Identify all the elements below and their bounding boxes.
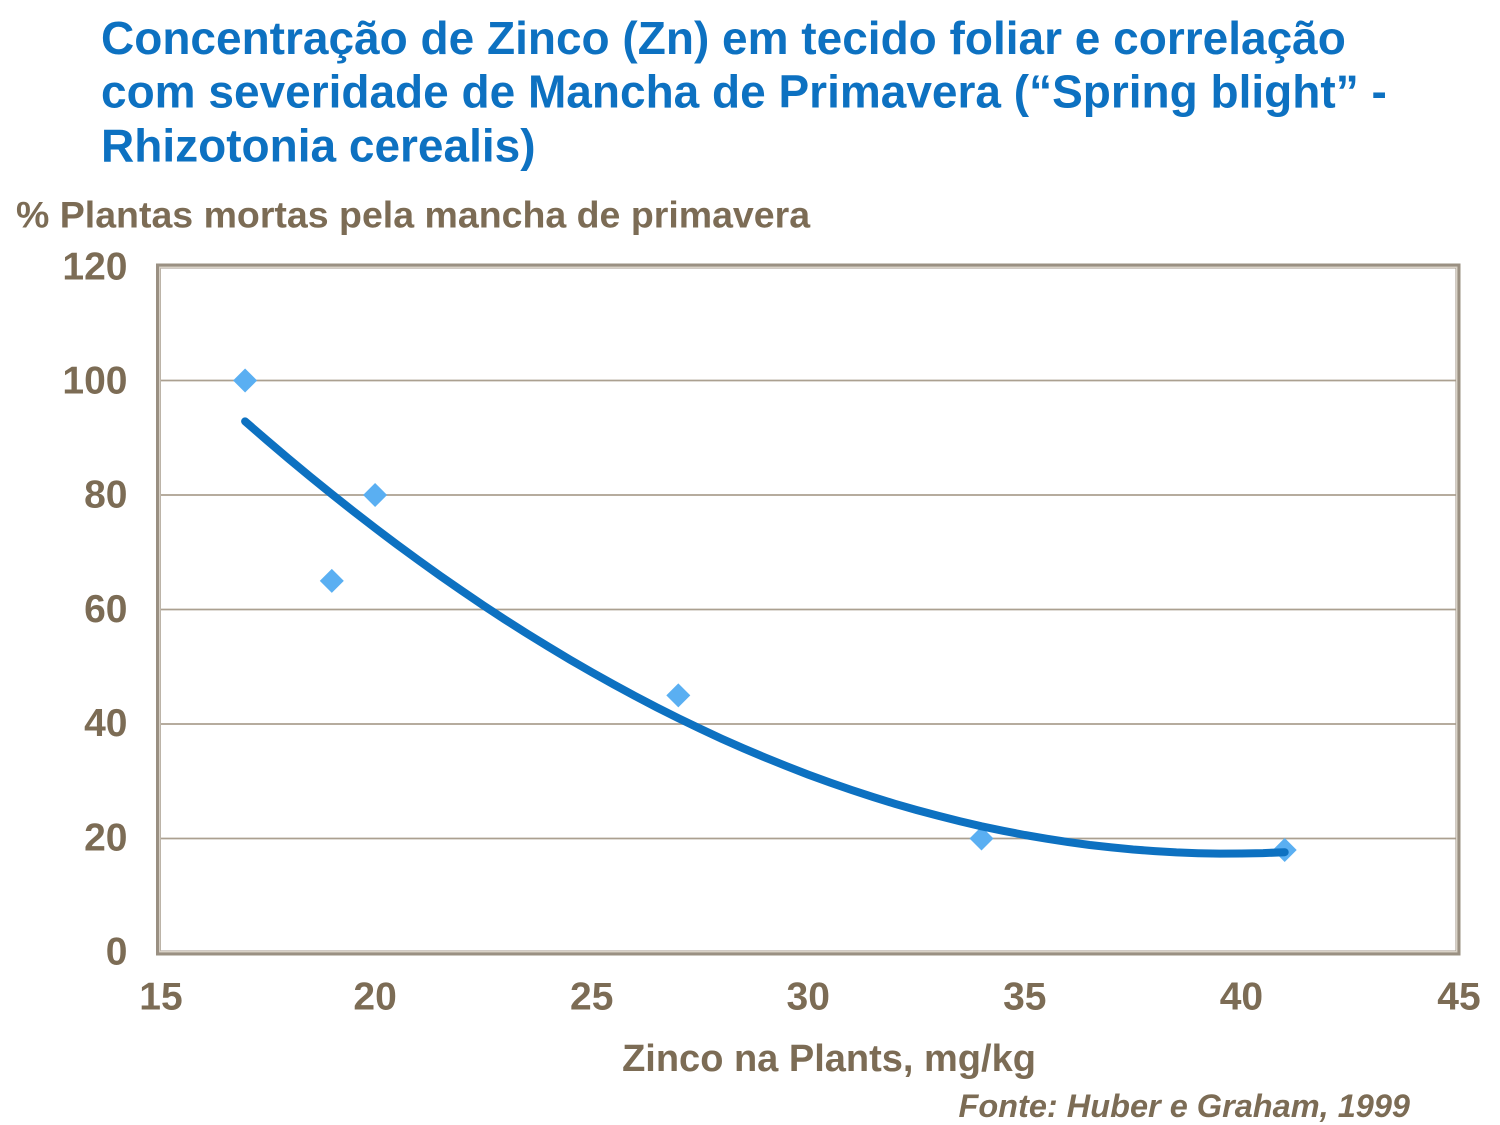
svg-text:20: 20: [84, 816, 127, 859]
svg-text:Rhizotonia cerealis): Rhizotonia cerealis): [101, 120, 536, 172]
svg-text:40: 40: [1220, 976, 1263, 1019]
svg-text:35: 35: [1003, 976, 1046, 1019]
svg-text:120: 120: [62, 245, 127, 288]
svg-text:15: 15: [139, 976, 182, 1019]
svg-text:20: 20: [353, 976, 396, 1019]
svg-text:40: 40: [84, 702, 127, 745]
svg-text:80: 80: [84, 474, 127, 517]
svg-text:30: 30: [787, 976, 830, 1019]
svg-text:com severidade de Mancha de Pr: com severidade de Mancha de Primavera (“…: [101, 66, 1387, 118]
svg-text:25: 25: [570, 976, 613, 1019]
svg-text:100: 100: [62, 360, 127, 403]
svg-text:% Plantas mortas pela mancha d: % Plantas mortas pela mancha de primaver…: [16, 194, 811, 236]
svg-text:Zinco na Plants, mg/kg: Zinco na Plants, mg/kg: [622, 1038, 1036, 1080]
svg-text:Concentração de Zinco (Zn) em: Concentração de Zinco (Zn) em tecido fol…: [101, 12, 1346, 64]
svg-text:60: 60: [84, 588, 127, 631]
svg-text:45: 45: [1437, 976, 1480, 1019]
svg-text:0: 0: [106, 931, 128, 974]
svg-text:Fonte: Huber e Graham, 1999: Fonte: Huber e Graham, 1999: [958, 1088, 1410, 1124]
